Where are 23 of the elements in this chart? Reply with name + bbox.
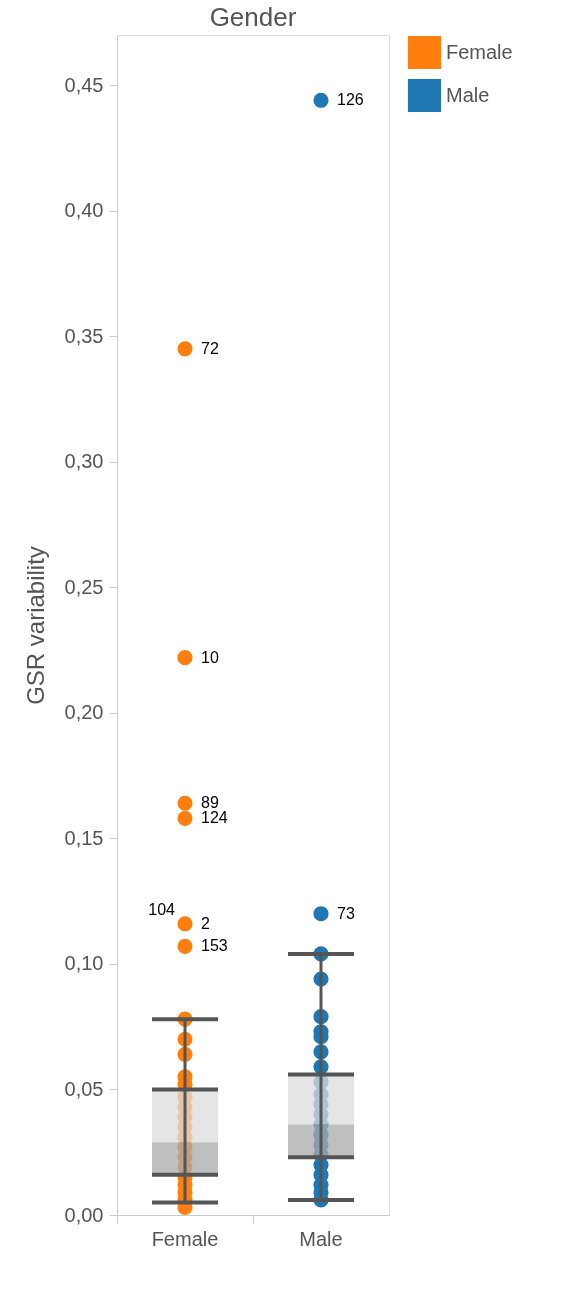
annotation: 104 [148,900,176,918]
legend-label: Female [446,40,513,63]
y-tick-label: 0,45 [64,73,104,96]
y-tick-label: 0,20 [64,701,104,724]
legend-label: Male [446,83,490,106]
y-tick-label: 0,15 [64,826,104,849]
y-tick-label: 0,35 [64,324,104,347]
annotation: 10 [201,648,219,666]
y-tick-label: 0,10 [64,952,104,975]
annotation: 124 [201,809,228,827]
annotation: 73 [337,904,355,922]
y-tick-label: 0,40 [64,199,104,222]
y-axis-title: GSR variability [21,546,49,705]
annotation: 126 [337,91,364,109]
annotation: 153 [201,937,228,955]
annotation: 2 [201,914,210,932]
y-tick-label: 0,00 [64,1203,104,1226]
y-tick-label: 0,25 [64,575,104,598]
y-tick-label: 0,30 [64,450,104,473]
chart-title: Gender [209,2,297,32]
annotation: 72 [201,339,219,357]
annotation: 89 [201,794,219,812]
y-tick-label: 0,05 [64,1077,104,1100]
